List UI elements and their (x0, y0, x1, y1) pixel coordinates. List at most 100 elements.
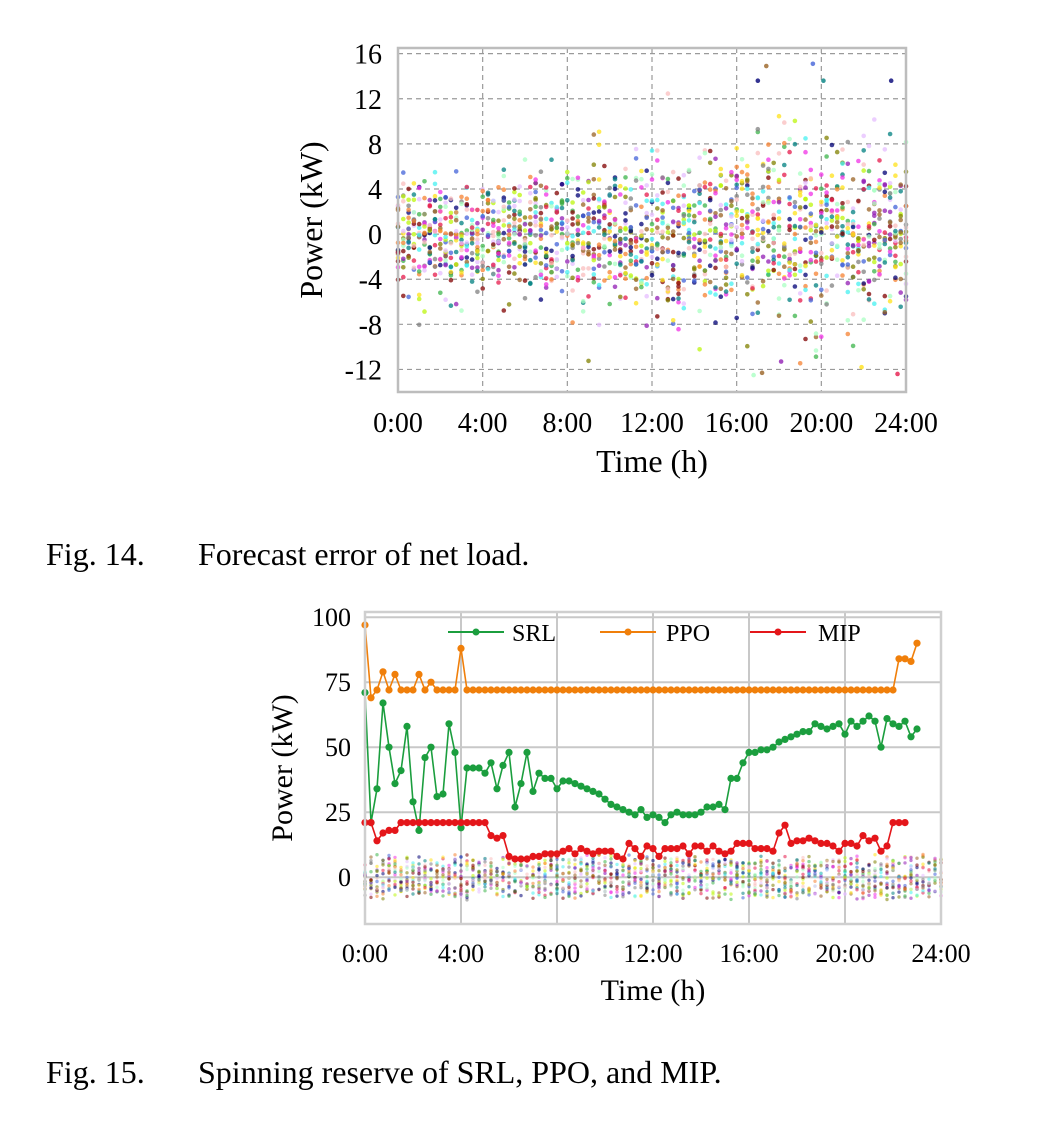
error-point (824, 288, 829, 293)
forecast-point (453, 886, 457, 890)
error-point (422, 179, 427, 184)
error-point (538, 297, 544, 302)
error-point (713, 228, 718, 234)
forecast-point (711, 876, 715, 881)
forecast-point (879, 893, 883, 897)
forecast-point (747, 879, 751, 883)
forecast-point (753, 866, 757, 870)
error-point (686, 245, 692, 251)
forecast-point (699, 860, 703, 864)
error-point (655, 295, 660, 301)
series-point-ppo (877, 686, 885, 694)
forecast-point (867, 874, 871, 878)
forecast-point (729, 877, 733, 881)
forecast-point (693, 879, 697, 883)
forecast-point (525, 864, 529, 868)
error-point (480, 214, 486, 219)
error-point (745, 163, 750, 169)
forecast-point (783, 888, 787, 892)
series-point-srl (595, 790, 603, 798)
forecast-point (819, 877, 823, 881)
error-point (591, 210, 597, 215)
forecast-point (741, 883, 745, 887)
forecast-point (501, 865, 505, 870)
forecast-point (573, 896, 577, 900)
series-point-mip (805, 834, 813, 842)
error-point (623, 175, 628, 180)
x-tick-label: 20:00 (789, 408, 853, 439)
series-point-srl (571, 780, 579, 788)
error-point (751, 372, 756, 378)
error-point (628, 241, 634, 246)
error-point (821, 78, 826, 84)
error-point (528, 214, 533, 220)
forecast-point (663, 862, 667, 866)
forecast-point (525, 884, 529, 889)
forecast-point (417, 855, 421, 859)
forecast-point (369, 895, 373, 900)
error-point (776, 216, 782, 221)
forecast-point (837, 880, 841, 884)
series-point-ppo (475, 686, 483, 694)
forecast-point (501, 875, 505, 879)
error-point (834, 224, 840, 230)
error-point (522, 242, 528, 247)
forecast-point (603, 868, 607, 873)
error-point (549, 157, 554, 162)
error-point (639, 204, 644, 210)
error-point (416, 269, 422, 274)
forecast-point (381, 872, 385, 876)
error-point (639, 243, 644, 249)
forecast-point (741, 875, 745, 879)
error-point (459, 220, 464, 226)
error-point (723, 250, 729, 255)
legend-marker-srl (472, 628, 480, 636)
error-point (834, 201, 840, 207)
x-axis-label: Time (h) (596, 443, 708, 479)
forecast-point (591, 868, 595, 872)
forecast-point (633, 886, 637, 890)
error-point (538, 223, 544, 229)
forecast-point (873, 889, 877, 893)
forecast-point (645, 857, 649, 861)
error-point (665, 225, 671, 231)
error-point (480, 286, 486, 291)
error-point (501, 218, 507, 223)
error-point (745, 280, 750, 285)
forecast-point (603, 871, 607, 876)
error-point (633, 203, 639, 208)
forecast-point (831, 875, 835, 880)
error-point (464, 215, 470, 220)
error-point (459, 241, 464, 246)
forecast-point (369, 870, 373, 874)
error-point (549, 233, 554, 238)
series-point-ppo (583, 686, 591, 694)
error-point (723, 289, 729, 294)
error-point (586, 251, 591, 257)
error-point (443, 248, 448, 253)
forecast-point (579, 891, 583, 896)
error-point (813, 229, 819, 234)
forecast-point (621, 863, 625, 867)
series-point-ppo (769, 686, 777, 694)
error-point (877, 268, 882, 274)
error-point (893, 264, 898, 270)
forecast-point (705, 876, 709, 880)
series-point-ppo (757, 686, 765, 694)
forecast-point (531, 896, 535, 900)
error-point (459, 201, 464, 207)
forecast-point (933, 872, 937, 876)
legend-item-srl: SRL (448, 621, 556, 647)
forecast-point (867, 893, 871, 897)
error-point (570, 222, 575, 227)
error-point (649, 260, 655, 266)
error-point (692, 203, 697, 208)
error-point (782, 140, 787, 146)
error-point (665, 286, 671, 292)
series-point-srl (877, 743, 885, 751)
forecast-point (891, 859, 895, 863)
error-point (713, 211, 718, 216)
error-point (887, 249, 893, 254)
forecast-point (489, 861, 493, 865)
error-point (570, 216, 575, 221)
